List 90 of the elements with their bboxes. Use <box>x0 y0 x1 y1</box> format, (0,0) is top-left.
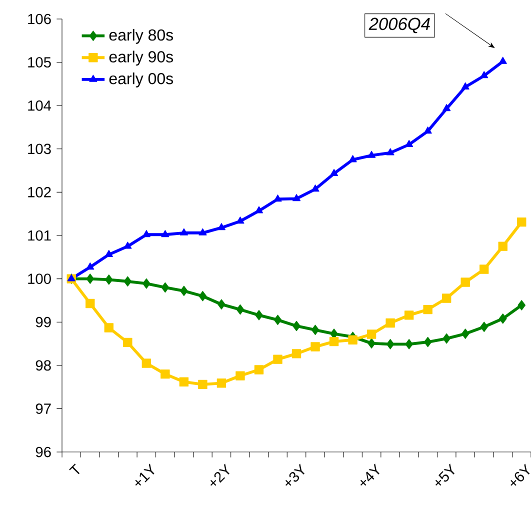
point <box>386 148 394 156</box>
y-tick-label: 100 <box>28 274 51 284</box>
y-tick-label: 96 <box>36 446 51 458</box>
point <box>348 155 357 162</box>
point <box>104 250 113 258</box>
y-tick-label: 105 <box>28 57 51 68</box>
point <box>404 310 414 320</box>
point <box>123 338 132 348</box>
point <box>142 230 150 238</box>
point <box>442 333 451 344</box>
point <box>330 168 338 176</box>
point <box>160 369 170 379</box>
point <box>348 335 358 344</box>
point <box>386 318 395 328</box>
point <box>179 377 189 386</box>
y-tick-label: 106 <box>28 14 51 24</box>
annotation: 2006Q4 <box>368 18 430 34</box>
point <box>498 56 507 64</box>
point <box>86 274 94 284</box>
point <box>198 290 207 302</box>
point <box>274 314 282 326</box>
y-tick-label: 103 <box>28 144 51 154</box>
point <box>292 320 300 332</box>
point <box>517 217 526 227</box>
point <box>461 82 470 90</box>
point <box>310 342 320 352</box>
x-tick-label: +3Y <box>285 464 305 486</box>
legend-label: early 00s <box>109 72 174 88</box>
point <box>161 230 170 238</box>
point <box>311 184 320 192</box>
point <box>498 314 507 324</box>
point <box>368 338 376 348</box>
point <box>217 223 226 230</box>
point <box>273 354 282 364</box>
x-tick-label: +4Y <box>360 464 380 486</box>
point <box>368 150 376 158</box>
point <box>292 194 301 202</box>
point <box>274 194 282 202</box>
point <box>518 300 526 310</box>
point <box>124 242 132 249</box>
y-tick-label: 101 <box>28 230 51 241</box>
point <box>104 323 114 332</box>
point <box>461 328 470 339</box>
x-tick-label: +5Y <box>435 464 455 486</box>
y-tick-label: 98 <box>36 360 51 371</box>
point <box>498 242 508 251</box>
point <box>180 228 188 236</box>
point <box>218 299 226 310</box>
point <box>460 278 470 287</box>
legend-label: early 90s <box>109 50 174 66</box>
point <box>480 71 488 78</box>
point <box>424 336 432 348</box>
point <box>254 365 264 374</box>
point <box>142 358 152 368</box>
point <box>142 278 150 289</box>
point <box>198 380 208 390</box>
y-tick-label: 99 <box>36 316 51 328</box>
point <box>255 310 263 320</box>
point <box>442 294 452 303</box>
point <box>216 378 226 388</box>
point <box>124 276 132 287</box>
point <box>180 286 188 296</box>
legend-label: early 80s <box>109 28 174 44</box>
x-tick-label: T <box>69 464 80 474</box>
point <box>236 304 244 315</box>
point <box>292 349 302 358</box>
point <box>236 216 244 224</box>
x-tick-label: +6Y <box>510 464 530 486</box>
point <box>236 371 245 380</box>
point <box>386 339 394 350</box>
point <box>329 336 339 346</box>
point <box>366 330 376 339</box>
x-tick-label: +1Y <box>135 464 154 486</box>
point <box>480 264 489 274</box>
y-tick-label: 97 <box>36 404 51 414</box>
point <box>480 322 488 332</box>
point <box>86 262 94 270</box>
point <box>86 298 95 308</box>
point <box>423 304 432 314</box>
point <box>405 140 414 148</box>
point <box>161 282 170 293</box>
y-tick-label: 102 <box>28 187 51 198</box>
point <box>311 324 320 336</box>
point <box>104 274 113 285</box>
y-tick-label: 104 <box>28 100 52 111</box>
x-tick-label: +2Y <box>210 464 230 486</box>
point <box>198 228 207 236</box>
point <box>442 104 451 112</box>
point <box>424 126 432 134</box>
point <box>405 339 414 350</box>
